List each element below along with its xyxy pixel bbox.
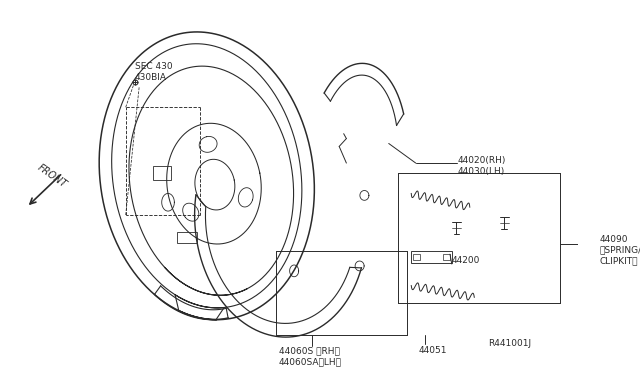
Bar	[413, 254, 420, 260]
Bar	[177, 232, 197, 243]
Text: R441001J: R441001J	[488, 340, 531, 349]
Text: 44060S 〈RH〉
44060SA〈LH〉: 44060S 〈RH〉 44060SA〈LH〉	[279, 346, 342, 366]
Bar	[443, 254, 450, 260]
Text: SEC 430
430BIA: SEC 430 430BIA	[134, 62, 172, 82]
Text: FRONT: FRONT	[36, 162, 68, 189]
Bar	[412, 251, 452, 263]
Bar	[153, 166, 171, 180]
Text: 44200: 44200	[452, 256, 480, 265]
Text: 44090
〈SPRING/
CLIPKIT〉: 44090 〈SPRING/ CLIPKIT〉	[600, 235, 640, 266]
Text: 44020(RH)
44030(LH): 44020(RH) 44030(LH)	[457, 156, 506, 176]
Text: 44051: 44051	[419, 346, 447, 355]
